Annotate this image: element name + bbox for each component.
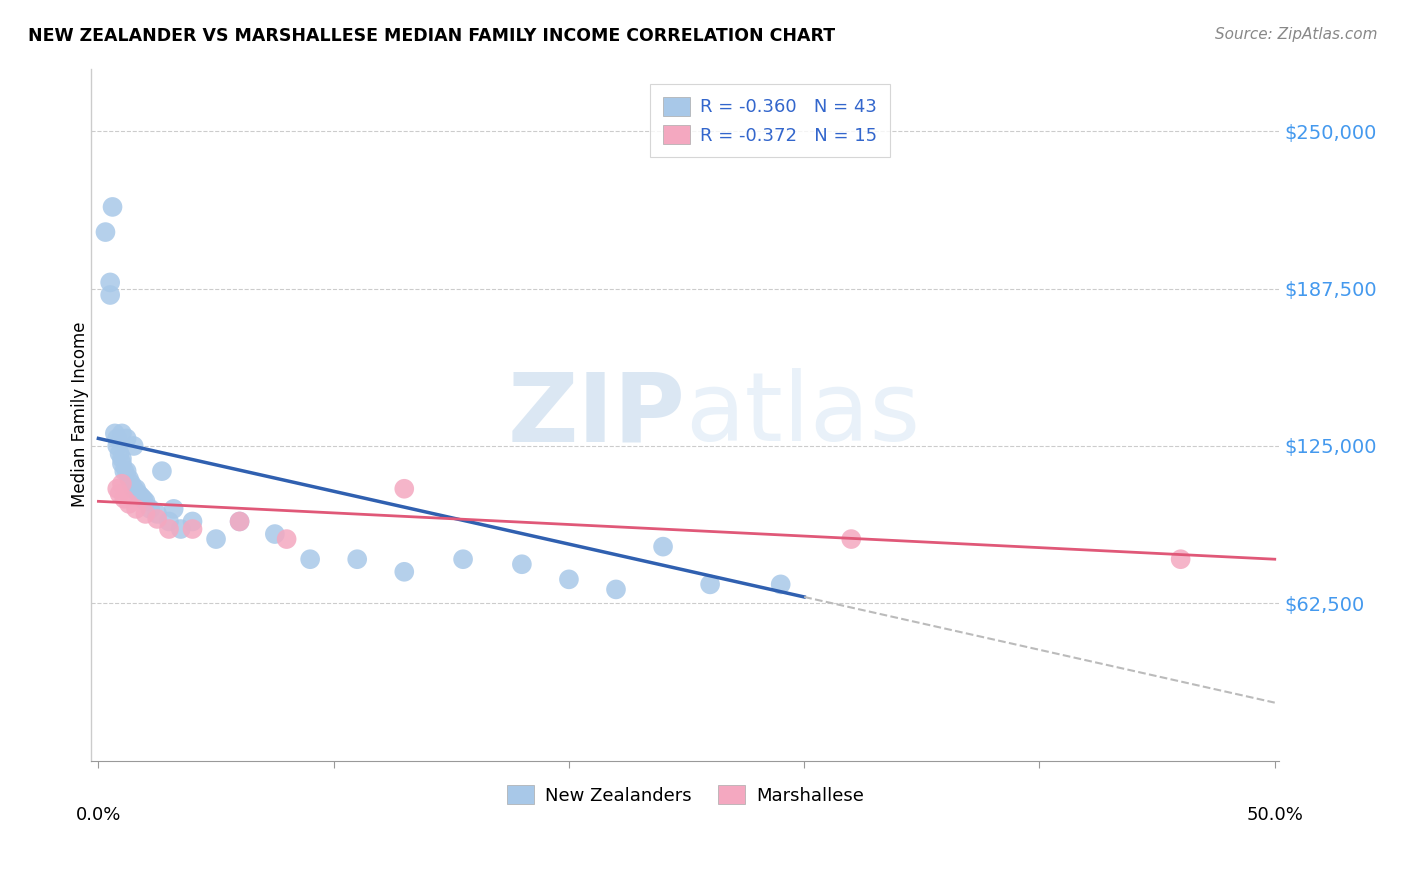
Point — [120, 476, 142, 491]
Point — [451, 552, 474, 566]
Point — [146, 512, 169, 526]
Point — [129, 489, 152, 503]
Point — [150, 464, 173, 478]
Text: Source: ZipAtlas.com: Source: ZipAtlas.com — [1215, 27, 1378, 42]
Point — [111, 426, 134, 441]
Text: NEW ZEALANDER VS MARSHALLESE MEDIAN FAMILY INCOME CORRELATION CHART: NEW ZEALANDER VS MARSHALLESE MEDIAN FAMI… — [28, 27, 835, 45]
Text: atlas: atlas — [685, 368, 921, 461]
Point — [170, 522, 193, 536]
Point — [108, 446, 131, 460]
Y-axis label: Median Family Income: Median Family Income — [72, 322, 89, 508]
Point — [111, 457, 134, 471]
Point — [111, 476, 134, 491]
Point — [105, 432, 128, 446]
Point — [101, 200, 124, 214]
Point — [157, 522, 180, 536]
Point — [181, 522, 204, 536]
Point — [299, 552, 322, 566]
Point — [134, 507, 156, 521]
Point — [112, 491, 135, 506]
Point — [510, 558, 533, 572]
Legend: New Zealanders, Marshallese: New Zealanders, Marshallese — [498, 776, 873, 814]
Point — [118, 497, 141, 511]
Point — [181, 515, 204, 529]
Point — [98, 276, 121, 290]
Point — [394, 482, 416, 496]
Point — [122, 439, 145, 453]
Point — [652, 540, 675, 554]
Point — [115, 432, 138, 446]
Point — [105, 482, 128, 496]
Point — [134, 494, 156, 508]
Point — [111, 451, 134, 466]
Point — [94, 225, 117, 239]
Point — [346, 552, 368, 566]
Point — [558, 572, 581, 586]
Point — [139, 501, 162, 516]
Point — [605, 582, 627, 597]
Point — [125, 501, 148, 516]
Point — [108, 487, 131, 501]
Point — [394, 565, 416, 579]
Point — [769, 577, 792, 591]
Point — [276, 532, 298, 546]
Point — [146, 507, 169, 521]
Point — [115, 464, 138, 478]
Point — [105, 439, 128, 453]
Text: 50.0%: 50.0% — [1246, 805, 1303, 824]
Point — [263, 527, 285, 541]
Point — [104, 426, 127, 441]
Point — [699, 577, 721, 591]
Point — [839, 532, 862, 546]
Point — [205, 532, 228, 546]
Point — [132, 491, 155, 506]
Point — [228, 515, 250, 529]
Point — [1170, 552, 1192, 566]
Point — [112, 464, 135, 478]
Point — [228, 515, 250, 529]
Point — [118, 472, 141, 486]
Point — [127, 487, 149, 501]
Point — [157, 515, 180, 529]
Point — [98, 288, 121, 302]
Point — [125, 482, 148, 496]
Text: 0.0%: 0.0% — [76, 805, 121, 824]
Point — [163, 501, 186, 516]
Point — [122, 482, 145, 496]
Text: ZIP: ZIP — [508, 368, 685, 461]
